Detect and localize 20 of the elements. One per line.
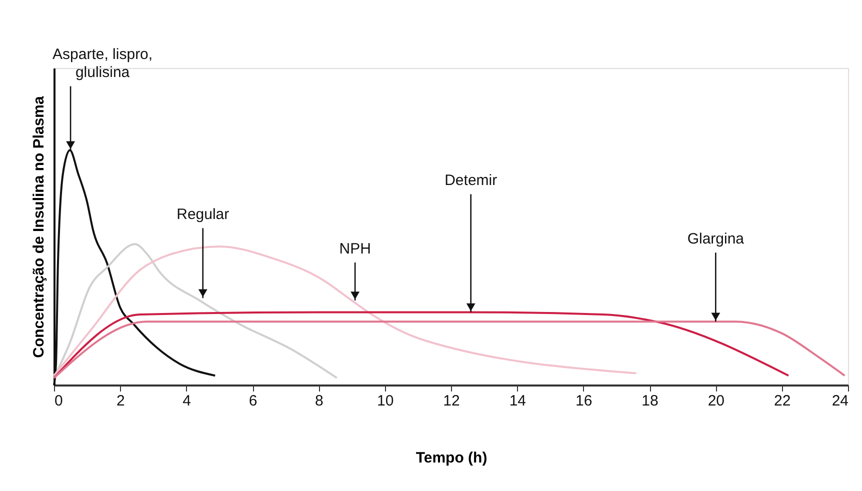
x-tick-label: 10: [376, 392, 394, 410]
x-tick-label: 24: [832, 392, 848, 410]
x-tick-label: 18: [642, 392, 658, 410]
annotation: Asparte, lispro, glulisina: [52, 46, 153, 82]
x-tick-label: 8: [314, 392, 324, 410]
x-tick-label: 4: [182, 392, 192, 410]
annotation: Detemir: [444, 172, 498, 190]
x-tick-label: 20: [708, 392, 725, 410]
x-tick-label: 0: [54, 392, 63, 410]
x-tick-label: 22: [774, 392, 791, 410]
x-tick-label: 12: [443, 392, 460, 410]
x-tick-label: 14: [509, 392, 526, 410]
x-axis-title: Tempo (h): [416, 450, 488, 466]
annotation: Glargina: [687, 230, 745, 248]
y-axis-title: Concentração de Insulina no Plasma: [30, 95, 48, 358]
x-tick-label: 6: [248, 392, 258, 410]
x-tick-label: 16: [575, 392, 592, 410]
annotation: Regular: [176, 206, 230, 224]
annotation: NPH: [339, 240, 371, 258]
x-tick-label: 2: [116, 392, 125, 410]
